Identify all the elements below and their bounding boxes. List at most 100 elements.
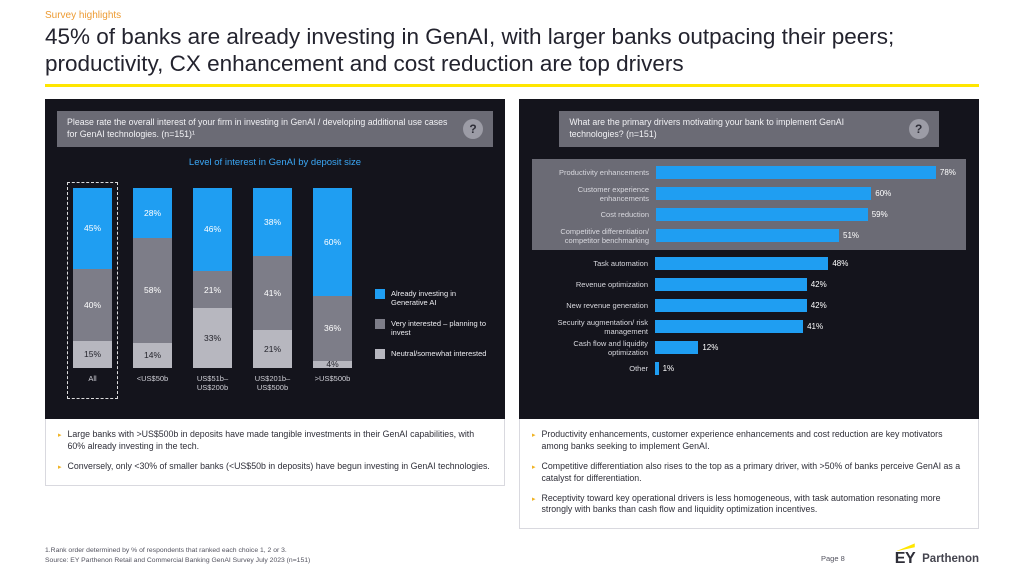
- driver-row: Productivity enhancements 78%: [537, 163, 961, 183]
- drivers-bar-chart: Productivity enhancements 78% Customer exp…: [531, 158, 967, 383]
- driver-row: Cost reduction 59%: [537, 205, 961, 225]
- driver-row: Customer experience enhancements 60%: [537, 184, 961, 204]
- bar-segment: 33%: [193, 308, 232, 368]
- driver-bar-track: 48%: [655, 257, 962, 271]
- left-takeaways: ▸ Large banks with >US$500b in deposits h…: [45, 419, 505, 486]
- driver-value: 48%: [832, 259, 849, 269]
- driver-label: Cost reduction: [600, 210, 649, 220]
- category-label: <US$50b: [136, 373, 169, 383]
- driver-label: Task automation: [593, 259, 648, 269]
- driver-value: 41%: [807, 322, 824, 332]
- driver-row: Cash flow and liquidity optimization 12%: [536, 338, 962, 358]
- bar-segment: 21%: [253, 330, 292, 368]
- driver-label: Security augmentation/ risk management: [557, 317, 648, 336]
- legend-label: Very interested – planning to invest: [391, 318, 487, 338]
- driver-bar: [656, 166, 936, 180]
- left-column: Please rate the overall interest of your…: [45, 99, 505, 486]
- eyebrow: Survey highlights: [45, 10, 122, 21]
- footnote-source: Source: EY Parthenon Retail and Commerci…: [45, 556, 311, 564]
- bar-segment: 45%: [73, 187, 112, 269]
- right-question-text: What are the primary drivers motivating …: [569, 117, 845, 139]
- bullet-item: ▸ Productivity enhancements, customer exp…: [532, 429, 966, 453]
- driver-value: 51%: [843, 231, 860, 241]
- stacked-bars: 45% 40% 15% All 28% 58% 14% <US$50b 46% 21% 33% US$…: [57, 181, 352, 399]
- bullet-arrow-icon: ▸: [58, 432, 62, 440]
- ey-logo-mark: EY: [894, 543, 916, 568]
- chart-legend: Already investing in Generative AI Very i…: [375, 289, 493, 359]
- driver-bar-track: 42%: [655, 278, 962, 292]
- bullet-text: Receptivity toward key operational drive…: [541, 492, 941, 515]
- driver-label: Other: [629, 364, 648, 374]
- category-label: US$201b–US$500b: [254, 373, 291, 393]
- driver-label: Customer experience enhancements: [577, 184, 649, 203]
- category-label: US$51b–US$200b: [196, 373, 229, 393]
- driver-row: Competitive differentiation/ competitor …: [537, 226, 961, 246]
- right-takeaways: ▸ Productivity enhancements, customer exp…: [519, 419, 979, 530]
- driver-value: 42%: [810, 280, 827, 290]
- bar-segment: 36%: [313, 295, 352, 361]
- driver-bar: [655, 257, 829, 271]
- driver-label: Productivity enhancements: [558, 168, 649, 178]
- stacked-bar-column: 46% 21% 33% US$51b–US$200b: [193, 187, 232, 393]
- bar-segment: 41%: [253, 256, 292, 331]
- bar-segment: 60%: [313, 187, 352, 296]
- bullet-text: Large banks with >US$500b in deposits ha…: [67, 429, 475, 451]
- help-icon[interactable]: ?: [463, 118, 483, 139]
- legend-item: Very interested – planning to invest: [375, 318, 491, 338]
- bar-segment: 21%: [193, 270, 232, 309]
- driver-bar: [655, 341, 699, 355]
- stacked-bar: 46% 21% 33%: [193, 187, 232, 368]
- bar-segment: 58%: [133, 238, 172, 343]
- footnotes: 1.Rank order determined by % of responde…: [45, 546, 821, 566]
- bullet-item: ▸ Large banks with >US$500b in deposits h…: [58, 429, 492, 453]
- ey-logo-text: EY: [894, 550, 916, 568]
- drivers-group: Task automation 48% Revenue optimization 42…: [531, 250, 967, 383]
- stacked-bar: 28% 58% 14%: [133, 187, 172, 368]
- driver-value: 12%: [702, 343, 719, 353]
- bullet-arrow-icon: ▸: [532, 495, 536, 503]
- right-chart-panel: What are the primary drivers motivating …: [519, 99, 979, 420]
- driver-row: Other 1%: [536, 359, 962, 379]
- driver-bar-track: 1%: [655, 362, 962, 376]
- category-label: All: [88, 373, 97, 383]
- legend-item: Neutral/somewhat interested: [375, 348, 491, 359]
- bullet-arrow-icon: ▸: [532, 432, 536, 440]
- ey-beam-icon: [895, 543, 915, 552]
- driver-bar-track: 59%: [656, 208, 961, 222]
- driver-row: New revenue generation 42%: [536, 296, 962, 316]
- bar-segment: 40%: [73, 268, 112, 341]
- driver-row: Security augmentation/ risk management 41…: [536, 317, 962, 337]
- top-drivers-highlight-group: Productivity enhancements 78% Customer exp…: [532, 158, 966, 250]
- parthenon-logo-text: Parthenon: [922, 553, 979, 565]
- bullet-text: Productivity enhancements, customer expe…: [541, 429, 943, 451]
- ey-parthenon-logo: EY Parthenon: [894, 543, 979, 568]
- bullet-arrow-icon: ▸: [58, 463, 62, 471]
- driver-value: 59%: [871, 210, 888, 220]
- driver-bar: [655, 362, 659, 376]
- bullet-text: Competitive differentiation also rises t…: [541, 460, 961, 483]
- stacked-bar-column: 28% 58% 14% <US$50b: [133, 187, 172, 393]
- bar-segment: 4%: [313, 359, 352, 369]
- help-icon[interactable]: ?: [908, 118, 929, 139]
- bullet-arrow-icon: ▸: [532, 463, 536, 471]
- legend-label: Already investing in Generative AI: [391, 289, 457, 308]
- right-question-box: What are the primary drivers motivating …: [559, 111, 939, 147]
- driver-bar: [656, 229, 839, 243]
- driver-value: 1%: [662, 364, 675, 374]
- title-accent-bar: [45, 84, 979, 88]
- driver-label: Competitive differentiation/ competitor …: [560, 226, 649, 245]
- bar-segment: 38%: [253, 187, 292, 257]
- driver-label: Revenue optimization: [575, 280, 648, 290]
- bar-segment: 15%: [73, 340, 112, 368]
- stacked-bar-column: 38% 41% 21% US$201b–US$500b: [253, 187, 292, 393]
- driver-bar: [655, 278, 807, 292]
- slide-footer: 1.Rank order determined by % of responde…: [45, 535, 979, 576]
- stacked-bar-column: 45% 40% 15% All: [67, 181, 118, 399]
- driver-bar-track: 60%: [656, 187, 961, 201]
- footnote-rank: 1.Rank order determined by % of responde…: [45, 546, 287, 554]
- stacked-bar: 38% 41% 21%: [253, 187, 292, 368]
- bar-segment: 14%: [133, 342, 172, 368]
- legend-swatch: [375, 318, 385, 329]
- legend-label: Neutral/somewhat interested: [391, 348, 487, 358]
